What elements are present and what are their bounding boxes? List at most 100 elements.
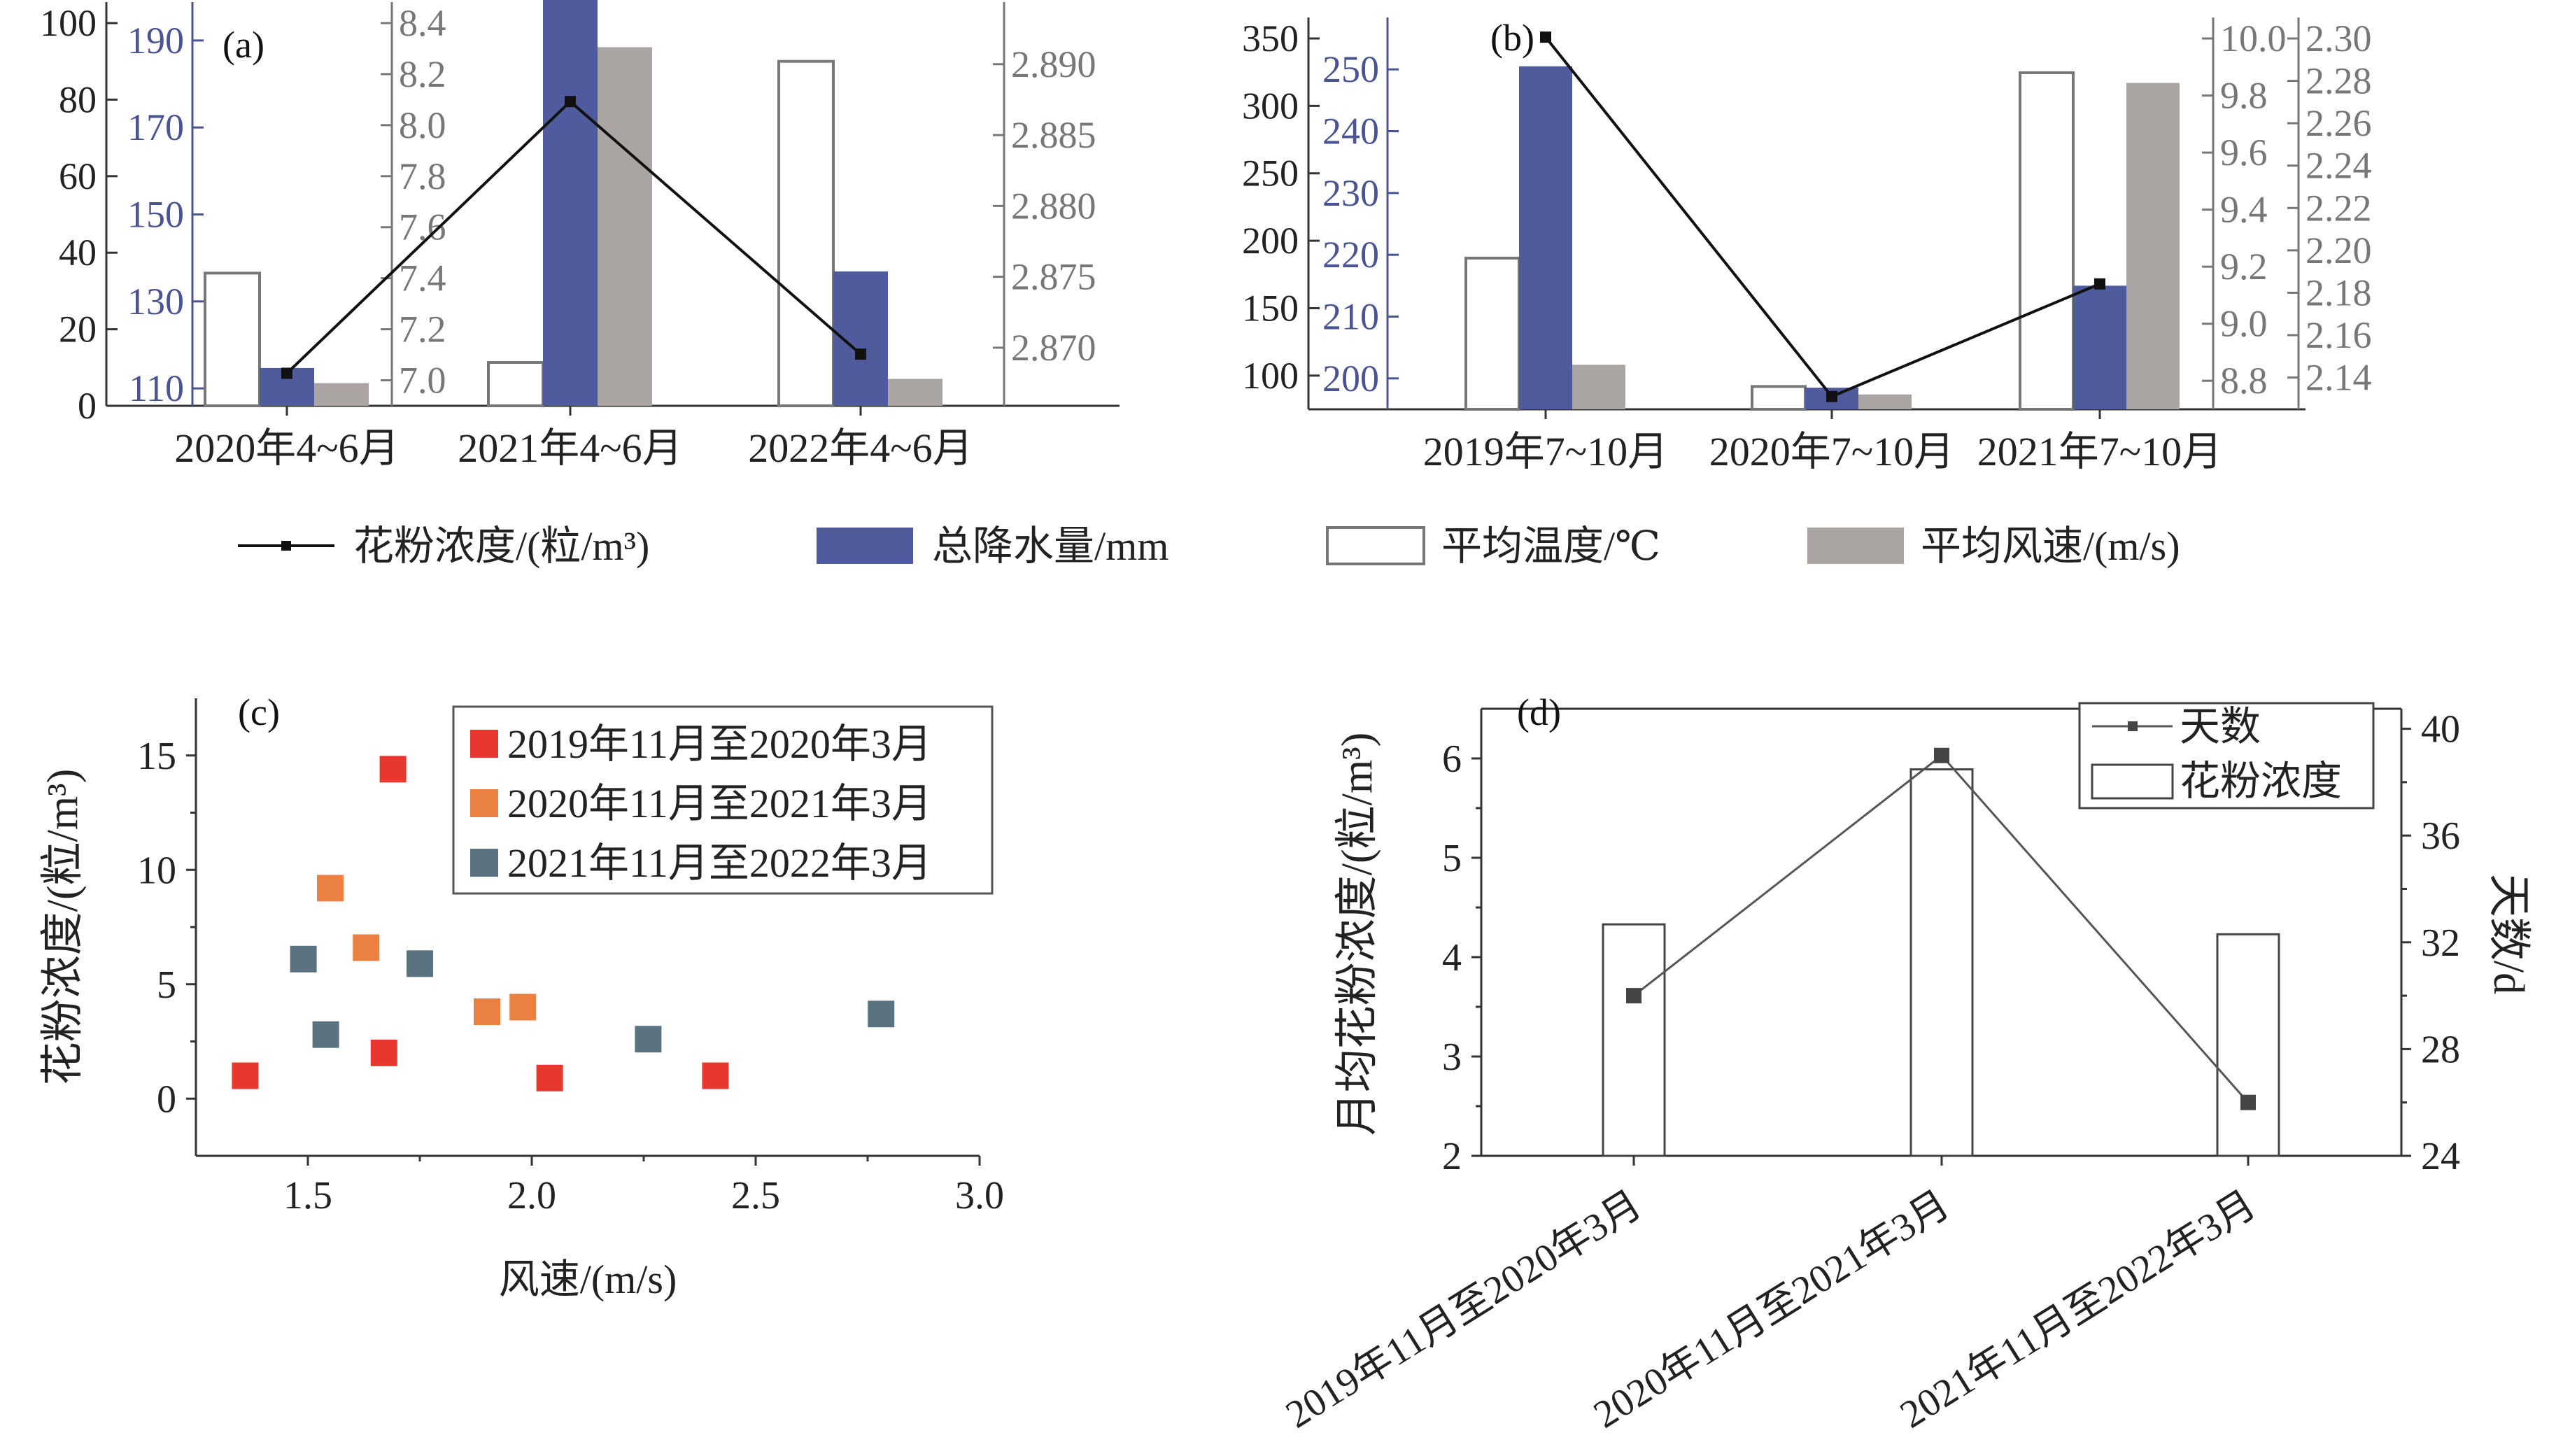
precip-tick-label: 130 xyxy=(127,281,184,323)
d-legend-bar-label: 花粉浓度 xyxy=(2180,758,2342,804)
wind-bar xyxy=(888,379,942,406)
legend-wind-swatch xyxy=(1807,528,1904,564)
wind-bar xyxy=(598,47,652,407)
scatter-point xyxy=(317,875,344,902)
left-tick-label: 200 xyxy=(1242,220,1299,262)
temp-tick-label: 9.0 xyxy=(2220,303,2268,345)
left-tick-label: 60 xyxy=(59,155,97,197)
d-legend-days-label: 天数 xyxy=(2180,704,2261,749)
temp-tick-label: 9.2 xyxy=(2220,246,2268,288)
scatter-point xyxy=(868,1001,895,1028)
top-legend: 花粉浓度/(粒/m³) 总降水量/mm 平均温度/℃ 平均风速/(m/s) xyxy=(238,523,2180,569)
precip-bar xyxy=(543,0,598,407)
wind-tick-label: 2.885 xyxy=(1011,114,1096,156)
pollen-point xyxy=(281,367,292,379)
legend-precip-swatch xyxy=(817,528,913,564)
scatter-legend-swatch xyxy=(470,789,498,817)
wind-tick-label: 2.24 xyxy=(2306,145,2372,187)
x-tick-label: 2021年4~6月 xyxy=(458,425,682,471)
days-point xyxy=(1934,747,1949,763)
pollen-line xyxy=(1544,36,2100,399)
left-tick-label: 250 xyxy=(1242,153,1299,195)
left-tick-label: 150 xyxy=(1242,287,1299,329)
temp-tick-label: 9.8 xyxy=(2220,75,2268,117)
wind-tick-label: 2.875 xyxy=(1011,256,1096,298)
scatter-point xyxy=(536,1064,563,1091)
wind-tick-label: 2.22 xyxy=(2306,187,2372,229)
d-legend-box xyxy=(2078,702,2375,810)
legend-temp-label: 平均温度/℃ xyxy=(1441,523,1660,569)
x-tick-label: 2.5 xyxy=(731,1174,780,1217)
x-tick-label: 2.0 xyxy=(507,1174,556,1217)
wind-bar xyxy=(314,383,369,406)
wind-tick-label: 2.14 xyxy=(2306,357,2372,399)
y-tick-label: 3 xyxy=(1442,1036,1462,1079)
scatter-point xyxy=(290,945,317,973)
temp-bar xyxy=(204,271,261,407)
temp-tick-label: 9.4 xyxy=(2220,189,2268,231)
scatter-point xyxy=(702,1062,729,1089)
pollen-point xyxy=(1540,31,1551,43)
pollen-point xyxy=(1826,390,1837,402)
pollen-point xyxy=(565,96,576,108)
precip-tick-label: 150 xyxy=(127,194,184,236)
precip-bar xyxy=(1519,66,1572,409)
scatter-legend-label: 2019年11月至2020年3月 xyxy=(507,721,932,767)
wind-bar xyxy=(1572,365,1625,409)
wind-bar xyxy=(2126,83,2180,409)
y-axis-title: 月均花粉浓度/(粒/m³) xyxy=(1334,733,1381,1136)
temp-tick-label: 8.2 xyxy=(399,53,446,95)
wind-tick-label: 2.890 xyxy=(1011,43,1096,85)
scatter-point xyxy=(474,998,500,1025)
legend-pollen-marker xyxy=(281,541,291,551)
panel-label: (c) xyxy=(238,691,280,733)
panel-label: (d) xyxy=(1517,691,1561,733)
precip-tick-label: 220 xyxy=(1322,234,1379,276)
wind-tick-label: 2.18 xyxy=(2306,271,2372,313)
y2-tick-label: 32 xyxy=(2421,921,2460,965)
temp-tick-label: 10.0 xyxy=(2220,17,2287,59)
pollen-bar xyxy=(1602,923,1666,1157)
y-tick-label: 4 xyxy=(1442,936,1462,980)
scatter-point xyxy=(509,994,537,1021)
scatter-legend-label: 2020年11月至2021年3月 xyxy=(507,781,932,826)
wind-tick-label: 2.28 xyxy=(2306,60,2372,102)
temp-bar xyxy=(487,361,544,407)
days-point xyxy=(1626,988,1641,1004)
x-tick-label: 2022年4~6月 xyxy=(748,425,973,471)
left-tick-label: 20 xyxy=(59,309,97,351)
x-tick-label: 3.0 xyxy=(955,1174,1004,1217)
d-legend-days-marker xyxy=(2128,721,2138,731)
legend-pollen-label: 花粉浓度/(粒/m³) xyxy=(353,523,649,569)
y-tick-label: 10 xyxy=(137,849,176,892)
legend-precip-label: 总降水量/mm xyxy=(932,523,1168,569)
y-tick-label: 15 xyxy=(137,735,176,778)
left-tick-label: 350 xyxy=(1242,17,1299,59)
temp-bar xyxy=(777,59,835,407)
temp-tick-label: 7.4 xyxy=(399,257,446,299)
scatter-point xyxy=(407,950,433,977)
y-axis-title: 花粉浓度/(粒/m³) xyxy=(39,769,87,1086)
temp-tick-label: 8.4 xyxy=(399,2,446,44)
legend-temp-swatch xyxy=(1326,526,1425,565)
left-tick-label: 100 xyxy=(40,2,97,44)
wind-bar xyxy=(1858,394,1912,409)
precip-tick-label: 190 xyxy=(127,20,184,62)
y-tick-label: 5 xyxy=(157,963,176,1007)
pollen-point xyxy=(855,348,866,360)
temp-tick-label: 8.8 xyxy=(2220,360,2268,402)
x-tick-label: 2020年7~10月 xyxy=(1709,429,1954,474)
panel-b-chart: 100 150 200 250 300 350 200 210 220 230 240 250 8.8 9… xyxy=(1242,17,2372,474)
precip-tick-label: 170 xyxy=(127,106,184,148)
y-tick-label: 5 xyxy=(1442,837,1462,880)
scatter-legend-swatch xyxy=(470,849,498,877)
left-tick-label: 40 xyxy=(59,232,97,274)
temp-bar xyxy=(1464,256,1520,411)
wind-tick-label: 2.30 xyxy=(2306,17,2372,59)
panel-a-chart: 0204060801001101301501701907.07.27.47.67… xyxy=(40,0,1120,471)
wind-tick-label: 2.870 xyxy=(1011,327,1096,369)
y-tick-label: 2 xyxy=(1442,1135,1462,1178)
y-tick-label: 0 xyxy=(157,1077,176,1121)
precip-tick-label: 250 xyxy=(1322,48,1379,90)
temp-tick-label: 7.8 xyxy=(399,155,446,197)
